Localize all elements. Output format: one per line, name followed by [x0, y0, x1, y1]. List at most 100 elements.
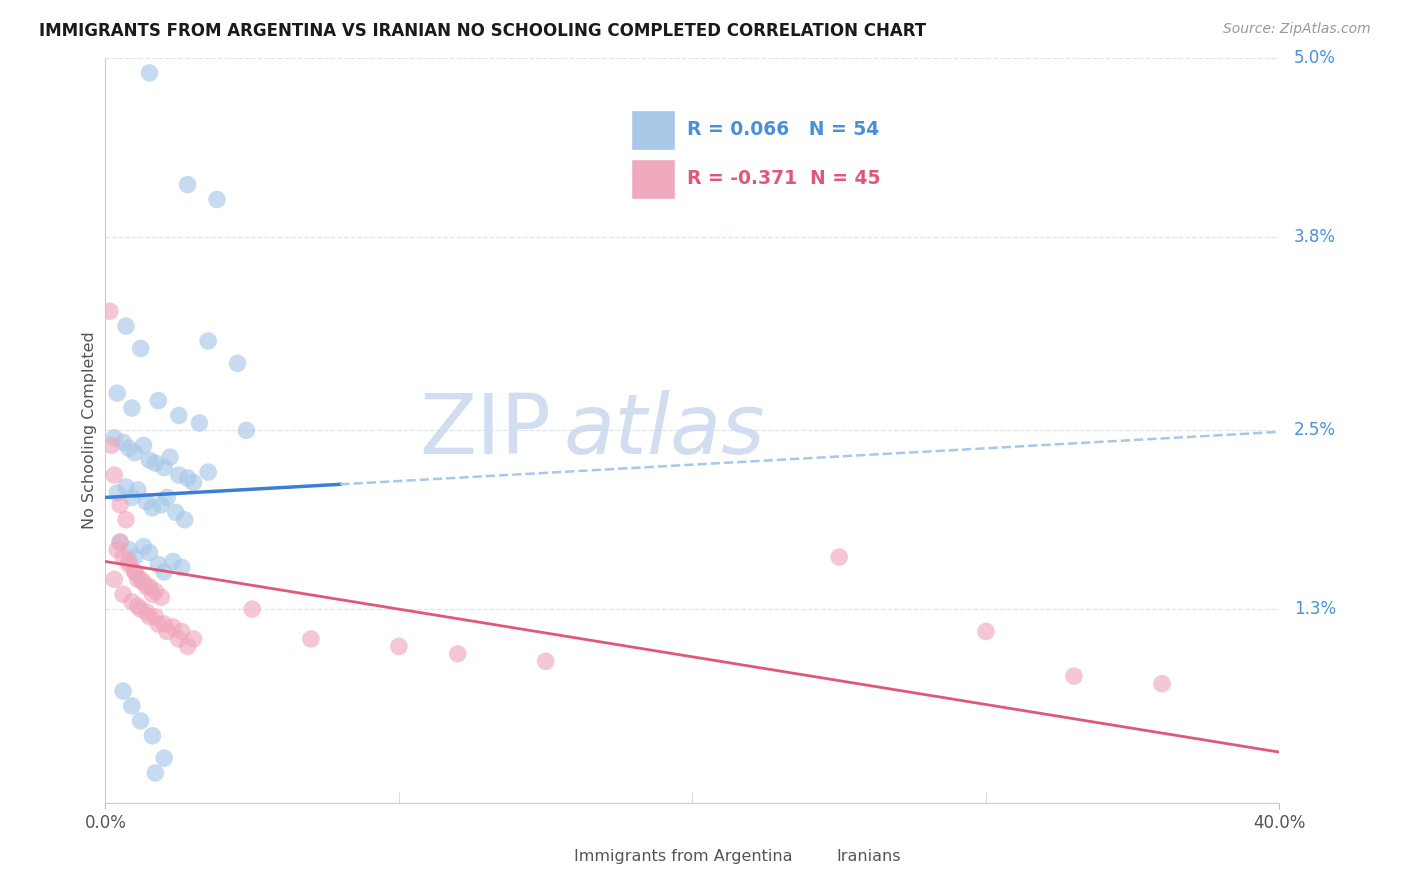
Point	[132, 540, 155, 554]
Point	[115, 480, 138, 494]
Point	[153, 565, 176, 579]
Point	[141, 587, 163, 601]
Point	[121, 491, 143, 505]
Point	[103, 431, 125, 445]
Point	[105, 386, 128, 401]
Point	[176, 471, 198, 485]
Text: atlas: atlas	[564, 390, 765, 471]
Point	[153, 751, 176, 765]
Point	[108, 498, 131, 512]
Point	[118, 554, 141, 568]
Point	[108, 535, 131, 549]
Point	[138, 545, 160, 559]
Point	[108, 535, 131, 549]
Point	[129, 714, 152, 728]
Text: IMMIGRANTS FROM ARGENTINA VS IRANIAN NO SCHOOLING COMPLETED CORRELATION CHART: IMMIGRANTS FROM ARGENTINA VS IRANIAN NO …	[39, 22, 927, 40]
Point	[132, 438, 155, 452]
Point	[143, 456, 166, 470]
Point	[112, 684, 135, 698]
Text: ZIP: ZIP	[420, 390, 551, 471]
Point	[127, 599, 149, 614]
Point	[141, 500, 163, 515]
Point	[124, 565, 146, 579]
Point	[156, 491, 179, 505]
Point	[115, 319, 138, 334]
Point	[1150, 676, 1173, 690]
Point	[148, 558, 170, 572]
Point	[127, 483, 149, 497]
Point	[124, 446, 146, 460]
Point	[235, 424, 257, 438]
Point	[183, 632, 205, 646]
Point	[828, 549, 851, 564]
Point	[98, 304, 121, 318]
Point	[153, 617, 176, 632]
Point	[112, 549, 135, 564]
Point	[129, 342, 152, 356]
Point	[129, 602, 152, 616]
Point	[138, 453, 160, 467]
Point	[135, 495, 157, 509]
Point	[118, 558, 141, 572]
Point	[388, 640, 411, 654]
Point	[143, 584, 166, 599]
Point	[100, 438, 122, 452]
Point	[162, 620, 184, 634]
Point	[205, 193, 228, 207]
Point	[112, 587, 135, 601]
Point	[118, 442, 141, 456]
Point	[132, 575, 155, 590]
Point	[138, 609, 160, 624]
Point	[121, 401, 143, 415]
Point	[176, 178, 198, 192]
Text: 5.0%: 5.0%	[1294, 49, 1336, 67]
Text: 3.8%: 3.8%	[1294, 227, 1336, 245]
Point	[226, 356, 249, 370]
Point	[167, 468, 190, 483]
Point	[240, 602, 263, 616]
Point	[105, 486, 128, 500]
Point	[150, 498, 173, 512]
Point	[121, 595, 143, 609]
Point	[183, 475, 205, 490]
Point	[1063, 669, 1085, 683]
Text: Source: ZipAtlas.com: Source: ZipAtlas.com	[1223, 22, 1371, 37]
Point	[197, 334, 219, 348]
Point	[103, 573, 125, 587]
Point	[141, 729, 163, 743]
Point	[447, 647, 470, 661]
Text: 2.5%: 2.5%	[1294, 421, 1336, 440]
Point	[135, 580, 157, 594]
Point	[170, 624, 193, 639]
Point	[124, 549, 146, 564]
Text: 1.3%: 1.3%	[1294, 600, 1336, 618]
Point	[143, 766, 166, 780]
Point	[156, 624, 179, 639]
Point	[118, 542, 141, 557]
Point	[121, 698, 143, 713]
Point	[176, 640, 198, 654]
Point	[105, 542, 128, 557]
Point	[143, 609, 166, 624]
Text: Iranians: Iranians	[837, 849, 901, 863]
Point	[153, 460, 176, 475]
Point	[127, 573, 149, 587]
Point	[138, 66, 160, 80]
Point	[148, 393, 170, 408]
Point	[167, 409, 190, 423]
Point	[148, 617, 170, 632]
Point	[173, 513, 195, 527]
Y-axis label: No Schooling Completed: No Schooling Completed	[82, 332, 97, 529]
Point	[159, 450, 181, 465]
Point	[974, 624, 997, 639]
Point	[115, 513, 138, 527]
Text: Immigrants from Argentina: Immigrants from Argentina	[574, 849, 792, 863]
Point	[103, 468, 125, 483]
Point	[170, 560, 193, 574]
Point	[135, 605, 157, 619]
Point	[165, 505, 187, 519]
Point	[534, 654, 557, 668]
Point	[162, 554, 184, 568]
Point	[197, 465, 219, 479]
Point	[167, 632, 190, 646]
